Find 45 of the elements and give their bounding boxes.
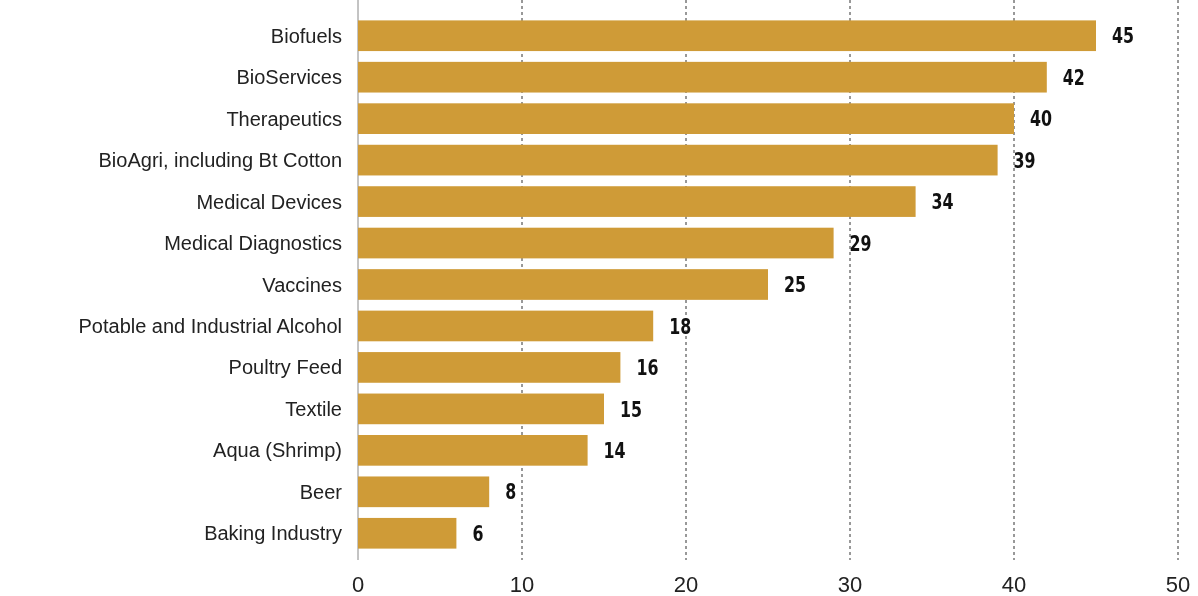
data-label: 34: [931, 189, 954, 215]
y-tick-label: Biofuels: [270, 24, 342, 47]
data-label: 29: [849, 230, 872, 257]
bar: [358, 476, 490, 508]
bar: [358, 393, 604, 425]
y-tick-label: Textile: [285, 397, 342, 420]
data-label: 16: [636, 355, 659, 381]
bar: [358, 61, 1047, 93]
data-label: 45: [1112, 23, 1135, 49]
bar: [358, 517, 457, 549]
y-tick-label: BioServices: [236, 66, 342, 89]
y-tick-label: Beer: [299, 480, 343, 503]
x-tick-label: 20: [673, 572, 699, 596]
bar: [358, 269, 768, 300]
y-tick-label: Poultry Feed: [228, 356, 342, 379]
data-label: 18: [669, 313, 692, 340]
bar: [358, 20, 1096, 52]
y-tick-label: Aqua (Shrimp): [213, 439, 342, 462]
bar: [358, 227, 834, 259]
x-tick-label: 40: [1001, 572, 1027, 596]
data-label: 39: [1013, 147, 1036, 174]
y-tick-label: Baking Industry: [204, 522, 342, 545]
bar: [358, 186, 916, 217]
bar: [358, 310, 654, 342]
y-tick-label: Therapeutics: [226, 107, 342, 130]
x-tick-label: 10: [509, 572, 535, 596]
y-tick-label: Vaccines: [262, 273, 342, 296]
data-label: 15: [620, 396, 643, 423]
x-tick-label: 0: [351, 572, 365, 596]
data-label: 25: [784, 272, 807, 298]
data-label: 6: [472, 521, 484, 547]
y-tick-label: BioAgri, including Bt Cotton: [98, 149, 342, 172]
x-tick-label: 30: [837, 572, 863, 596]
bar: [358, 435, 588, 466]
data-label: 42: [1062, 65, 1085, 91]
bar: [358, 103, 1014, 134]
data-label: 14: [603, 438, 626, 464]
x-tick-label: 50: [1165, 572, 1191, 596]
data-label: 40: [1030, 106, 1053, 132]
bar: [358, 144, 998, 176]
y-tick-label: Medical Diagnostics: [164, 232, 342, 255]
y-tick-label: Medical Devices: [196, 190, 342, 213]
data-label: 8: [505, 479, 517, 506]
y-tick-label: Potable and Industrial Alcohol: [78, 314, 342, 337]
bar: [358, 352, 621, 383]
